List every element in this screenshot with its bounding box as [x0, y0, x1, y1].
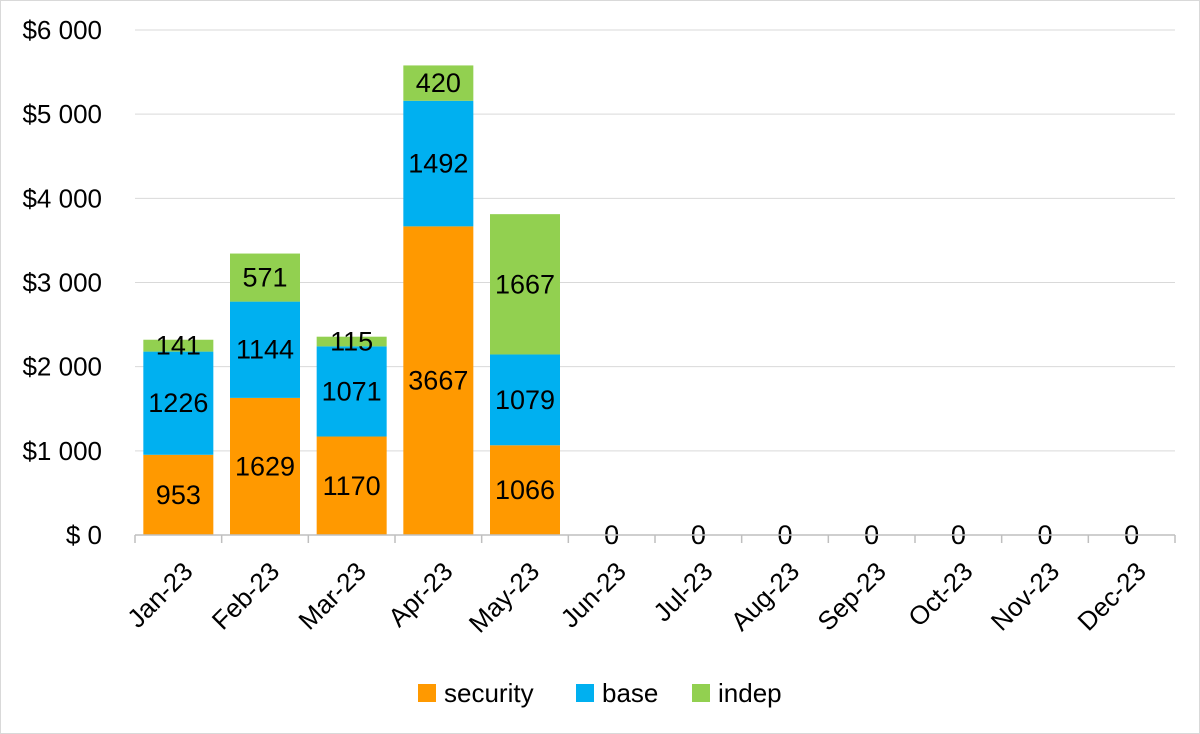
- x-tick-label: Nov-23: [985, 556, 1065, 636]
- x-tick-label: Sep-23: [811, 556, 891, 636]
- legend-swatch-security: [418, 684, 436, 702]
- data-label-indep: 420: [416, 68, 461, 98]
- y-axis: $ 0 $1 000 $2 000 $3 000 $4 000 $5 000 $6 000: [22, 15, 102, 550]
- data-label-security: 3667: [408, 366, 468, 396]
- bar-segment-base: [490, 354, 560, 446]
- bar-segment-security: [490, 445, 560, 535]
- data-label-indep: 571: [242, 263, 287, 293]
- bar-segment-indep: [143, 339, 214, 352]
- gridlines: [135, 29, 1175, 452]
- y-tick-label: $ 0: [66, 520, 102, 550]
- data-label-indep: 1667: [495, 269, 555, 299]
- x-tick-label: Oct-23: [902, 556, 978, 632]
- data-label-security: 1629: [235, 451, 295, 481]
- x-tick-label: Dec-23: [1071, 556, 1151, 636]
- y-tick-label: $3 000: [22, 268, 102, 298]
- x-tick-label: Feb-23: [206, 556, 285, 635]
- y-tick-label: $6 000: [22, 15, 102, 45]
- bar-segment-security: [230, 397, 300, 535]
- y-tick-label: $5 000: [22, 99, 102, 129]
- legend: security base indep: [418, 678, 782, 708]
- x-tick-label: May-23: [463, 556, 546, 639]
- data-label-base: 1492: [408, 149, 468, 179]
- bar-segment-indep: [230, 253, 300, 302]
- x-tick-label: Apr-23: [382, 556, 458, 632]
- bar-segment-base: [403, 100, 474, 227]
- y-tick-label: $4 000: [22, 183, 102, 213]
- bar-segment-base: [143, 351, 214, 455]
- legend-label-base: base: [602, 678, 658, 708]
- data-label-security: 1066: [495, 475, 555, 505]
- bar-segment-security: [403, 226, 474, 535]
- legend-swatch-base: [576, 684, 594, 702]
- bars: [143, 65, 560, 535]
- data-label-indep: 141: [156, 331, 201, 361]
- x-tick-label: Aug-23: [725, 556, 805, 636]
- bar-segment-indep: [490, 214, 560, 355]
- data-label-base: 1079: [495, 385, 555, 415]
- bar-segment-base: [230, 301, 300, 398]
- bar-segment-security: [316, 436, 387, 535]
- data-label-indep: 115: [330, 327, 373, 357]
- data-label-security: 953: [156, 480, 201, 510]
- x-tick-label: Jun-23: [554, 556, 631, 633]
- y-tick-label: $1 000: [22, 436, 102, 466]
- x-tick-label: Jan-23: [121, 556, 198, 633]
- data-label-base: 1071: [322, 376, 382, 406]
- legend-label-security: security: [444, 678, 534, 708]
- legend-label-indep: indep: [718, 678, 782, 708]
- data-label-base: 1226: [148, 388, 208, 418]
- bar-segment-indep: [316, 336, 387, 347]
- data-label-security: 1170: [323, 471, 381, 501]
- data-labels: 953 1226 141 1629 1144 571 1170 1071 115 3667 1492…: [148, 68, 1139, 550]
- x-tick-label: Jul-23: [647, 556, 718, 627]
- x-tick-label: Mar-23: [292, 556, 371, 635]
- bar-segment-security: [143, 454, 214, 535]
- y-tick-label: $2 000: [22, 352, 102, 382]
- x-axis: Jan-23 Feb-23 Mar-23 Apr-23 May-23 Jun-23 Jul-…: [121, 534, 1176, 639]
- bar-segment-indep: [403, 65, 474, 101]
- data-label-base: 1144: [236, 335, 294, 365]
- bar-segment-base: [316, 346, 387, 437]
- legend-swatch-indep: [692, 684, 710, 702]
